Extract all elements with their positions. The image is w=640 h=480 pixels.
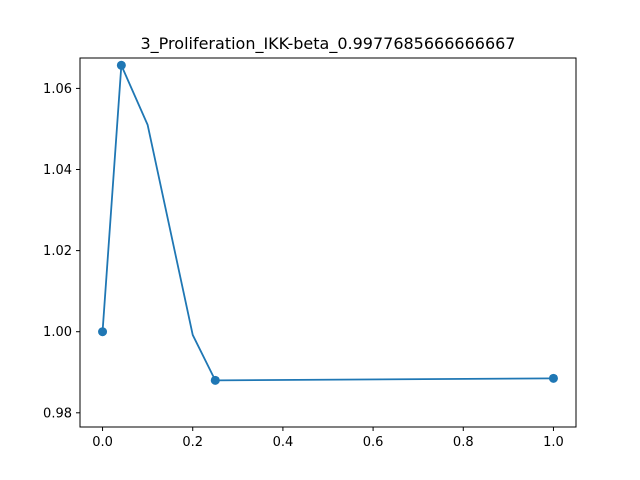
data-point: [548, 373, 558, 383]
data-point: [116, 60, 126, 70]
chart-title: 3_Proliferation_IKK-beta_0.9977685666666…: [141, 34, 516, 54]
y-tick-label: 1.02: [43, 244, 72, 259]
y-tick-label: 0.98: [43, 406, 72, 421]
x-tick-label: 1.0: [543, 435, 564, 450]
x-tick-label: 0.2: [182, 435, 203, 450]
x-tick-label: 0.4: [273, 435, 294, 450]
x-tick-label: 0.8: [453, 435, 474, 450]
x-axis: 0.0 0.2 0.4 0.6 0.8 1.0: [92, 427, 564, 450]
axes-frame: [79, 57, 577, 428]
y-tick-label: 1.06: [43, 82, 72, 97]
x-tick-label: 0.6: [363, 435, 384, 450]
data-point: [98, 327, 108, 337]
series-line: [101, 64, 555, 382]
data-point: [210, 375, 220, 385]
series-layer: [98, 60, 558, 385]
x-tick-label: 0.0: [92, 435, 113, 450]
y-axis: 0.98 1.00 1.02 1.04 1.06: [43, 82, 80, 421]
y-tick-label: 1.00: [43, 325, 72, 340]
y-tick-label: 1.04: [43, 163, 72, 178]
